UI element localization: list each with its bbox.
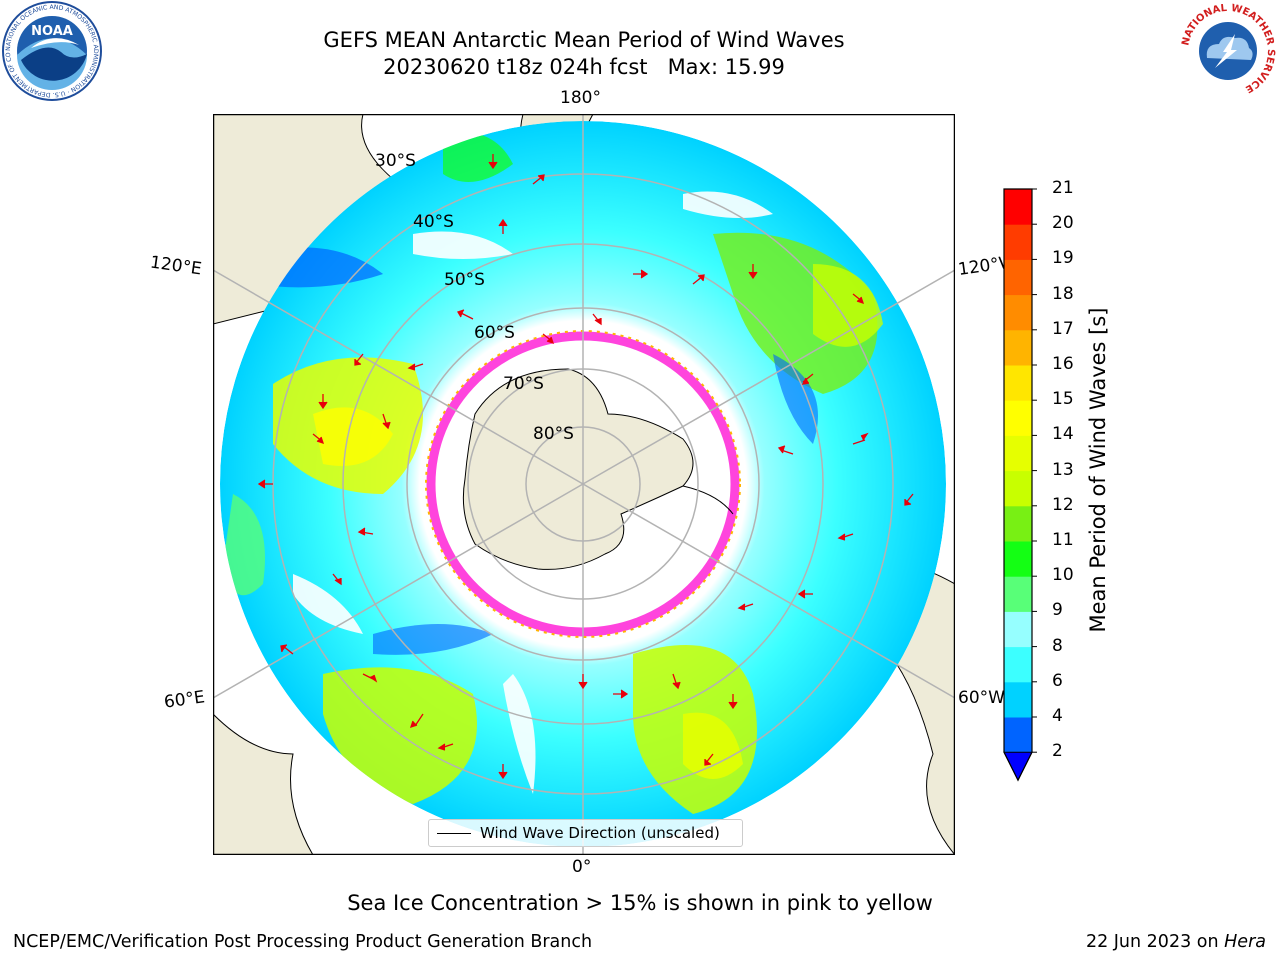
nws-logo: NATIONAL WEATHER SERVICE: [1180, 3, 1276, 99]
lon-label-120e: 120°E: [148, 252, 203, 280]
lat-label-50s: 50°S: [444, 270, 485, 290]
footer-machine: Hera: [1224, 932, 1266, 952]
colorbar-tick-label: 12: [1052, 494, 1074, 515]
map-panel: [213, 114, 955, 855]
map-legend: Wind Wave Direction (unscaled): [428, 819, 743, 847]
noaa-logo-text: NOAA: [31, 24, 73, 39]
colorbar-tick-label: 4: [1052, 706, 1063, 726]
colorbar-tick-label: 8: [1052, 635, 1063, 656]
lon-label-60e: 60°E: [162, 687, 207, 713]
lat-label-40s: 40°S: [413, 212, 454, 232]
lat-label-30s: 30°S: [375, 151, 416, 171]
colorbar-segment: [1004, 294, 1032, 331]
colorbar-extend-triangle: [1003, 751, 1033, 782]
legend-label: Wind Wave Direction (unscaled): [480, 824, 720, 842]
wind-wave-arrows: [257, 154, 914, 780]
chart-title: GEFS MEAN Antarctic Mean Period of Wind …: [323, 28, 845, 52]
colorbar-tick-label: 2: [1052, 741, 1063, 762]
colorbar-tick-label: 21: [1052, 178, 1074, 198]
lat-label-80s: 80°S: [533, 424, 574, 444]
colorbar-segment: [1004, 329, 1032, 366]
colorbar-tick-label: 6: [1052, 670, 1063, 691]
colorbar-tick-label: 10: [1052, 565, 1074, 586]
footer-date-text: 22 Jun 2023 on: [1085, 932, 1225, 952]
colorbar-segment: [1004, 259, 1032, 296]
lon-label-0: 0°: [572, 857, 592, 877]
colorbar-segment: [1004, 646, 1032, 683]
colorbar-segment: [1004, 611, 1032, 648]
colorbar-tick-label: 16: [1052, 354, 1074, 374]
africa-land: [213, 713, 314, 855]
sea-ice-caption: Sea Ice Concentration > 15% is shown in …: [347, 891, 933, 915]
colorbar-tick-label: 9: [1052, 600, 1063, 621]
colorbar-segment: [1004, 435, 1032, 472]
lon-label-180: 180°: [560, 88, 601, 108]
colorbar-segment: [1004, 224, 1032, 260]
colorbar-tick-label: 17: [1052, 318, 1074, 339]
colorbar-tick-label: 11: [1052, 530, 1074, 550]
lat-label-60s: 60°S: [474, 323, 515, 343]
colorbar-segment: [1004, 505, 1032, 542]
meridian-lines: [213, 114, 955, 855]
lat-label-70s: 70°S: [503, 374, 544, 394]
colorbar-segment: [1004, 717, 1032, 753]
footer-producer: NCEP/EMC/Verification Post Processing Pr…: [13, 932, 593, 952]
colorbar-segment: [1004, 576, 1032, 612]
colorbar-tick-label: 15: [1052, 389, 1074, 410]
legend-line-swatch: [437, 832, 471, 834]
colorbar-tick-label: 20: [1052, 213, 1074, 234]
colorbar-tick-label: 13: [1052, 459, 1074, 480]
colorbar-title: Mean Period of Wind Waves [s]: [1086, 307, 1110, 633]
colorbar-segment: [1004, 400, 1032, 436]
noaa-logo: NATIONAL OCEANIC AND ATMOSPHERIC ADMINIS…: [1, 0, 102, 101]
chart-subtitle: 20230620 t18z 024h fcst Max: 15.99: [383, 55, 785, 79]
colorbar-tick-label: 18: [1052, 283, 1074, 304]
colorbar-segment: [1004, 189, 1032, 225]
colorbar-segment: [1004, 470, 1032, 507]
colorbar-outline: [1003, 188, 1033, 782]
colorbar-segment: [1004, 365, 1032, 401]
colorbar-tick-label: 19: [1052, 248, 1074, 269]
colorbar-tick-label: 14: [1052, 424, 1074, 445]
colorbar-segment: [1004, 681, 1032, 718]
colorbar: [1003, 188, 1037, 782]
footer-date: 22 Jun 2023 on Hera: [1086, 932, 1266, 952]
colorbar-segment: [1004, 541, 1032, 577]
lon-label-60w: 60°W: [958, 688, 1005, 708]
